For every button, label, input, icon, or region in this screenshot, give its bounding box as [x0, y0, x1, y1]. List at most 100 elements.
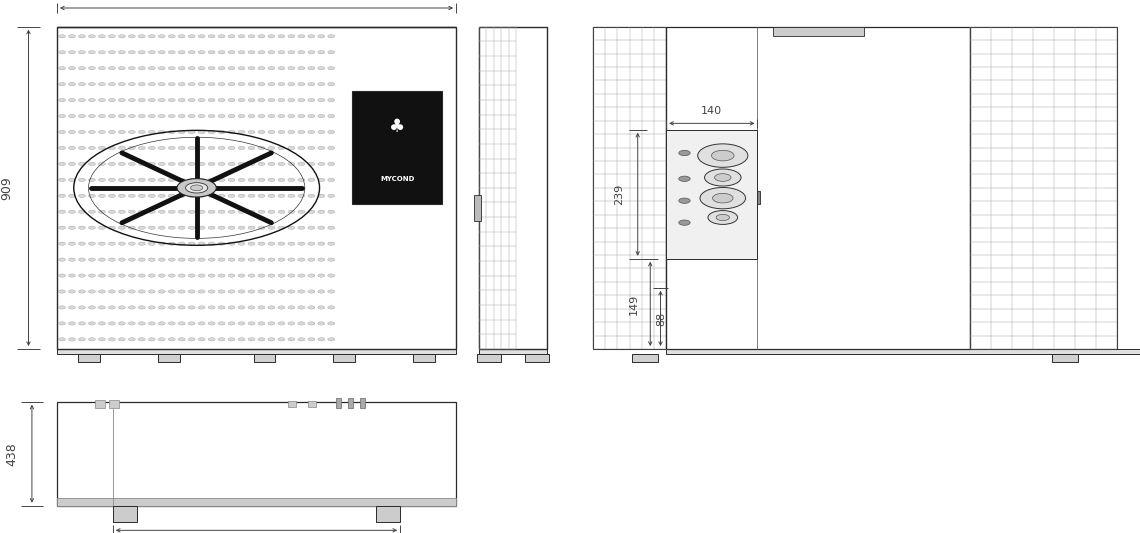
Circle shape — [108, 115, 115, 118]
Circle shape — [158, 178, 165, 181]
Circle shape — [298, 99, 304, 102]
Circle shape — [129, 51, 136, 54]
Circle shape — [129, 194, 136, 197]
Circle shape — [209, 242, 215, 245]
Circle shape — [169, 258, 176, 261]
Circle shape — [68, 115, 75, 118]
Circle shape — [119, 115, 125, 118]
Circle shape — [98, 162, 105, 166]
Circle shape — [249, 194, 255, 197]
Bar — [57, 27, 456, 349]
Circle shape — [158, 194, 165, 197]
Circle shape — [268, 290, 275, 293]
Circle shape — [58, 115, 65, 118]
Circle shape — [58, 226, 65, 229]
Circle shape — [58, 99, 65, 102]
Circle shape — [238, 290, 245, 293]
Circle shape — [188, 147, 195, 150]
Text: MYCOND: MYCOND — [380, 176, 414, 182]
Circle shape — [298, 83, 304, 86]
Circle shape — [138, 147, 145, 150]
Circle shape — [328, 35, 335, 38]
Circle shape — [698, 144, 748, 167]
Circle shape — [218, 35, 225, 38]
Bar — [413, 354, 435, 362]
Circle shape — [328, 162, 335, 166]
Circle shape — [68, 178, 75, 181]
Circle shape — [308, 67, 315, 70]
Bar — [474, 195, 481, 221]
Circle shape — [129, 35, 136, 38]
Circle shape — [188, 290, 195, 293]
Circle shape — [188, 226, 195, 229]
Circle shape — [119, 178, 125, 181]
Circle shape — [177, 179, 217, 197]
Circle shape — [258, 67, 264, 70]
Circle shape — [288, 322, 295, 325]
Bar — [477, 354, 502, 362]
Circle shape — [138, 162, 145, 166]
Circle shape — [218, 51, 225, 54]
Circle shape — [98, 274, 105, 277]
Circle shape — [158, 258, 165, 261]
Circle shape — [298, 51, 304, 54]
Circle shape — [178, 131, 185, 134]
Circle shape — [298, 35, 304, 38]
Circle shape — [288, 178, 295, 181]
Circle shape — [188, 306, 195, 309]
Circle shape — [158, 51, 165, 54]
Circle shape — [198, 226, 205, 229]
Circle shape — [288, 67, 295, 70]
Circle shape — [148, 178, 155, 181]
Circle shape — [258, 338, 264, 341]
Circle shape — [228, 226, 235, 229]
Circle shape — [148, 274, 155, 277]
Circle shape — [328, 226, 335, 229]
Circle shape — [79, 210, 86, 213]
Circle shape — [158, 274, 165, 277]
Circle shape — [308, 51, 315, 54]
Circle shape — [328, 210, 335, 213]
Circle shape — [328, 178, 335, 181]
Circle shape — [169, 147, 176, 150]
Circle shape — [238, 338, 245, 341]
Circle shape — [228, 210, 235, 213]
Circle shape — [228, 274, 235, 277]
Circle shape — [79, 274, 86, 277]
Circle shape — [138, 131, 145, 134]
Circle shape — [148, 131, 155, 134]
Circle shape — [119, 67, 125, 70]
Circle shape — [209, 99, 215, 102]
Circle shape — [228, 35, 235, 38]
Circle shape — [169, 131, 176, 134]
Bar — [57, 349, 456, 354]
Circle shape — [98, 290, 105, 293]
Circle shape — [98, 147, 105, 150]
Circle shape — [209, 115, 215, 118]
Circle shape — [209, 194, 215, 197]
Circle shape — [298, 162, 304, 166]
Circle shape — [98, 226, 105, 229]
Circle shape — [268, 131, 275, 134]
Circle shape — [138, 306, 145, 309]
Circle shape — [58, 67, 65, 70]
Circle shape — [169, 290, 176, 293]
Circle shape — [278, 258, 285, 261]
Circle shape — [158, 306, 165, 309]
Circle shape — [328, 99, 335, 102]
Circle shape — [328, 83, 335, 86]
Circle shape — [318, 242, 325, 245]
Circle shape — [328, 306, 335, 309]
Circle shape — [58, 290, 65, 293]
Circle shape — [68, 35, 75, 38]
Circle shape — [268, 258, 275, 261]
Bar — [57, 402, 456, 506]
Circle shape — [318, 83, 325, 86]
Circle shape — [198, 306, 205, 309]
Circle shape — [218, 290, 225, 293]
Circle shape — [308, 226, 315, 229]
Circle shape — [198, 131, 205, 134]
Circle shape — [278, 194, 285, 197]
Circle shape — [178, 147, 185, 150]
Circle shape — [108, 147, 115, 150]
